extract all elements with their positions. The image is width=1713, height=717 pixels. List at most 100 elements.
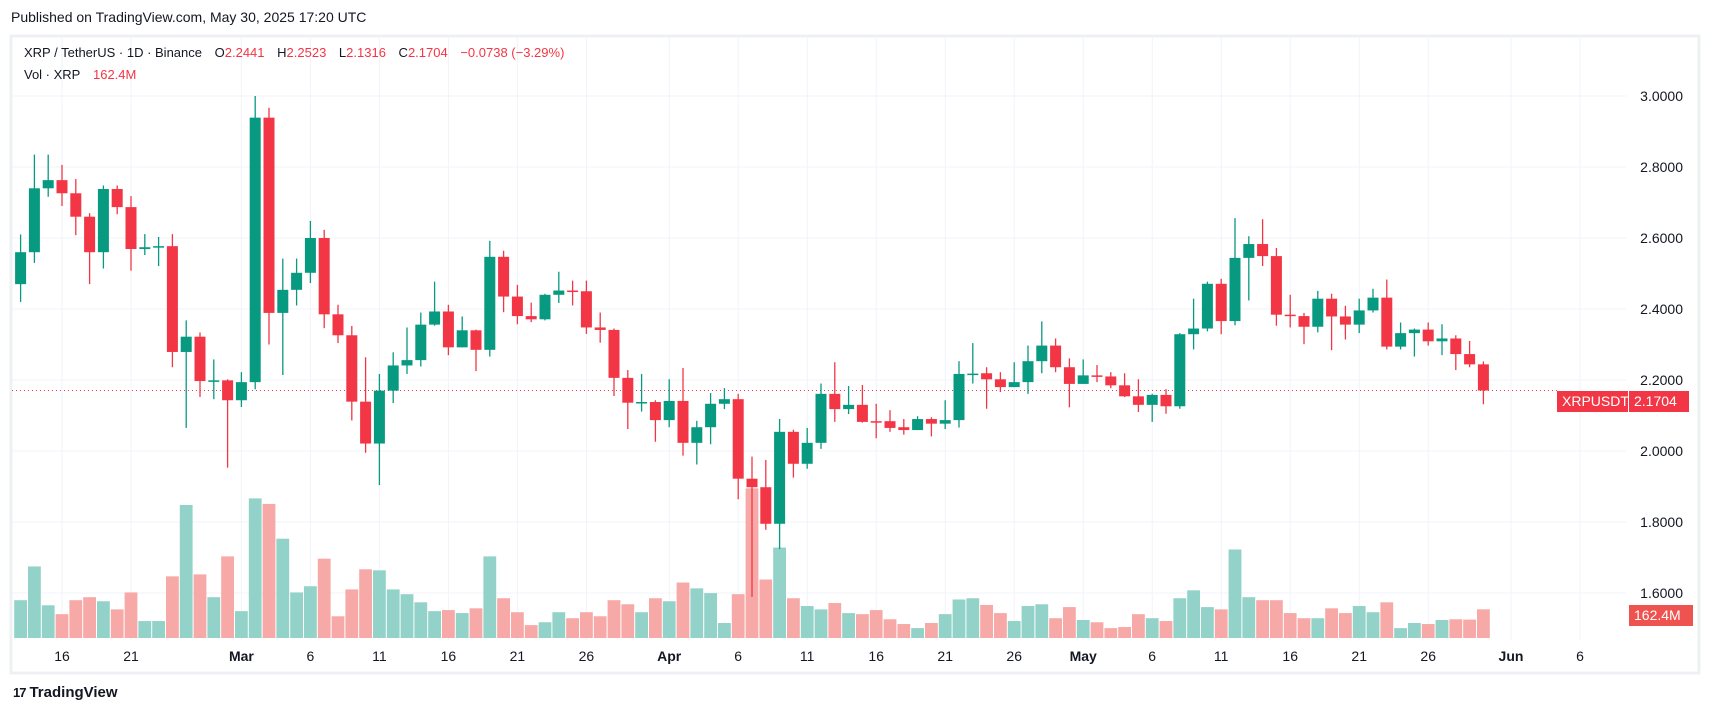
candle[interactable] (732, 393, 744, 500)
candle[interactable] (815, 383, 827, 449)
candle[interactable] (1229, 218, 1241, 326)
candle[interactable] (663, 379, 675, 428)
candle[interactable] (180, 320, 192, 428)
candle[interactable] (1077, 359, 1089, 384)
candle[interactable] (84, 213, 96, 285)
candle[interactable] (1146, 393, 1158, 422)
candle[interactable] (967, 343, 979, 384)
candle[interactable] (28, 154, 40, 263)
candle[interactable] (70, 179, 82, 236)
candle[interactable] (594, 312, 606, 343)
candle[interactable] (856, 384, 868, 423)
candle[interactable] (580, 280, 592, 334)
candle[interactable] (1132, 379, 1144, 412)
candle[interactable] (291, 258, 303, 306)
candle[interactable] (829, 362, 841, 422)
candle[interactable] (1312, 290, 1324, 333)
candle[interactable] (1215, 278, 1227, 335)
candle[interactable] (442, 304, 454, 356)
candle[interactable] (994, 372, 1006, 393)
candle[interactable] (622, 370, 634, 429)
candle[interactable] (691, 420, 703, 465)
candle[interactable] (42, 154, 54, 197)
symbol-title[interactable]: XRP / TetherUS · 1D · Binance (24, 45, 202, 60)
candle[interactable] (705, 393, 717, 445)
volume-label[interactable]: Vol · XRP (24, 67, 81, 82)
tradingview-logo[interactable]: 17 TradingView (13, 684, 118, 701)
candle[interactable] (360, 357, 372, 453)
candle[interactable] (1326, 293, 1338, 351)
candle[interactable] (1188, 298, 1200, 350)
candle[interactable] (898, 419, 910, 435)
candle[interactable] (760, 459, 772, 530)
candle[interactable] (1050, 338, 1062, 373)
candle[interactable] (1395, 322, 1407, 350)
candle[interactable] (249, 96, 261, 390)
candle[interactable] (1353, 298, 1365, 334)
candle[interactable] (111, 185, 123, 215)
candle[interactable] (1119, 373, 1131, 398)
candle[interactable] (139, 234, 151, 256)
candle[interactable] (1298, 312, 1310, 345)
candle[interactable] (125, 196, 137, 271)
candle[interactable] (304, 220, 316, 284)
candle[interactable] (1339, 305, 1351, 340)
candle[interactable] (953, 361, 965, 428)
candle[interactable] (15, 234, 27, 302)
candle[interactable] (263, 107, 275, 345)
candle[interactable] (884, 410, 896, 432)
candle[interactable] (567, 280, 579, 306)
candle[interactable] (194, 332, 206, 398)
candle[interactable] (677, 367, 689, 456)
candle[interactable] (208, 359, 220, 400)
candle[interactable] (787, 429, 799, 478)
candle[interactable] (1063, 358, 1075, 408)
candle[interactable] (1174, 333, 1186, 409)
candle[interactable] (925, 417, 937, 437)
candle[interactable] (525, 302, 537, 323)
candle[interactable] (553, 271, 565, 303)
candle[interactable] (939, 400, 951, 429)
candle[interactable] (843, 386, 855, 415)
candle[interactable] (511, 284, 523, 325)
candle[interactable] (774, 419, 786, 549)
candle[interactable] (746, 456, 758, 597)
candle[interactable] (498, 250, 510, 313)
candle[interactable] (1477, 361, 1489, 405)
candle[interactable] (1243, 236, 1255, 301)
candle[interactable] (870, 403, 882, 439)
candle[interactable] (981, 367, 993, 409)
candle[interactable] (277, 258, 289, 376)
candle[interactable] (97, 185, 109, 269)
candle[interactable] (456, 316, 468, 348)
candle[interactable] (1367, 288, 1379, 313)
candle[interactable] (539, 293, 551, 321)
candle[interactable] (484, 240, 496, 357)
candle[interactable] (332, 304, 344, 344)
candle[interactable] (1091, 365, 1103, 383)
candle[interactable] (1436, 324, 1448, 356)
candle[interactable] (1408, 328, 1420, 357)
candle[interactable] (1381, 279, 1393, 350)
candle[interactable] (235, 372, 247, 407)
candle[interactable] (166, 234, 178, 368)
candle[interactable] (470, 329, 482, 372)
candle[interactable] (1105, 372, 1117, 389)
candle[interactable] (718, 388, 730, 410)
candle[interactable] (1036, 321, 1048, 374)
candle[interactable] (153, 236, 165, 267)
time-axis[interactable]: 16 21 Mar 6 11 16 21 26 Apr 6 11 16 21 26 May 6 11 16 21 26… (54, 648, 1584, 664)
price-axis[interactable]: 3.0000 2.8000 2.6000 2.4000 2.2000 2.0000 1.80… (1640, 88, 1683, 601)
candle[interactable] (608, 328, 620, 396)
candle[interactable] (1008, 362, 1020, 388)
candle[interactable] (373, 373, 385, 486)
candle[interactable] (56, 164, 68, 207)
candle[interactable] (1022, 345, 1034, 394)
candle[interactable] (387, 352, 399, 404)
candle[interactable] (1450, 335, 1462, 371)
candle[interactable] (912, 416, 924, 431)
candle[interactable] (649, 400, 661, 442)
candle[interactable] (401, 327, 413, 374)
candle[interactable] (346, 326, 358, 421)
